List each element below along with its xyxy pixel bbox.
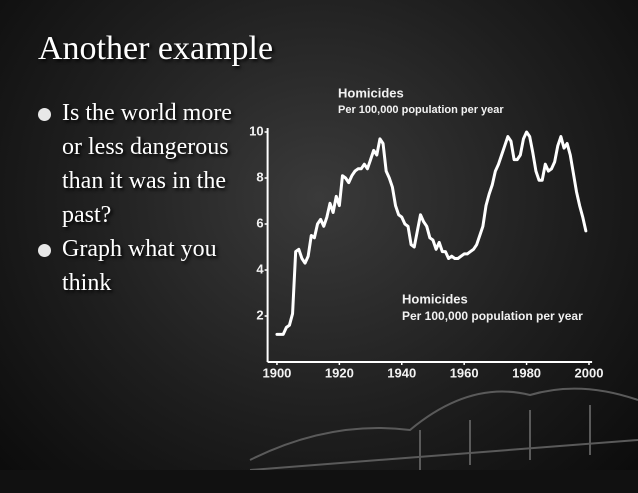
- ground: [0, 470, 638, 493]
- annotation-subtitle: Per 100,000 population per year: [402, 309, 583, 323]
- x-tick-label: 1920: [325, 365, 354, 380]
- annotation-title: Homicides: [338, 85, 404, 100]
- y-tick-label: 4: [256, 261, 264, 276]
- bullet: Graph what you think: [30, 232, 232, 300]
- slide-title: Another example: [38, 30, 274, 67]
- y-tick-label: 2: [256, 307, 263, 322]
- y-tick-label: 10: [249, 123, 263, 138]
- bullet-list: Is the world more or less dangerous than…: [30, 96, 232, 300]
- x-tick-label: 1900: [262, 365, 291, 380]
- data-line: [275, 130, 588, 336]
- x-tick-label: 1960: [450, 365, 479, 380]
- x-tick-label: 2000: [575, 365, 604, 380]
- annotation-title: Homicides: [402, 291, 468, 306]
- annotation-subtitle: Per 100,000 population per year: [338, 104, 504, 116]
- bridge-silhouette: [249, 387, 638, 471]
- bullet: Is the world more or less dangerous than…: [30, 96, 232, 232]
- y-tick-label: 6: [256, 215, 263, 230]
- y-tick-label: 8: [256, 169, 263, 184]
- x-tick-label: 1980: [512, 365, 541, 380]
- x-tick-label: 1940: [387, 365, 416, 380]
